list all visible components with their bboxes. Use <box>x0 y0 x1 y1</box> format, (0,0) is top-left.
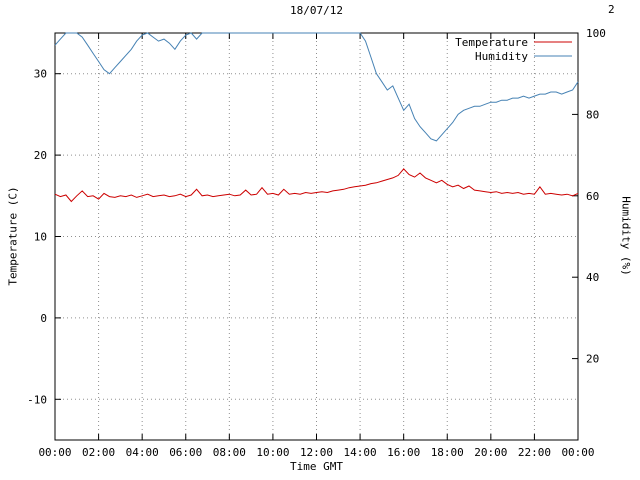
x-tick-label: 20:00 <box>474 446 507 459</box>
y-tick-label-left: 10 <box>34 231 47 244</box>
x-tick-label: 02:00 <box>82 446 115 459</box>
y-tick-label-right: 60 <box>586 190 599 203</box>
y-tick-label-left: -10 <box>27 393 47 406</box>
legend-label-humidity: Humidity <box>475 50 528 63</box>
y-tick-label-right: 40 <box>586 271 599 284</box>
x-tick-label: 16:00 <box>387 446 420 459</box>
x-tick-label: 10:00 <box>256 446 289 459</box>
y-tick-label-right: 20 <box>586 353 599 366</box>
x-tick-label: 04:00 <box>126 446 159 459</box>
y-tick-label-right: 80 <box>586 108 599 121</box>
chart-title: 18/07/12 <box>290 4 343 17</box>
y-tick-label-left: 30 <box>34 68 47 81</box>
x-tick-label: 08:00 <box>213 446 246 459</box>
x-axis-label: Time GMT <box>290 460 343 473</box>
legend-label-temperature: Temperature <box>455 36 528 49</box>
x-tick-label: 00:00 <box>561 446 594 459</box>
x-tick-label: 12:00 <box>300 446 333 459</box>
humidity-line <box>54 32 579 142</box>
x-tick-label: 06:00 <box>169 446 202 459</box>
y-tick-label-right: 100 <box>586 27 606 40</box>
x-tick-label: 18:00 <box>431 446 464 459</box>
x-tick-label: 22:00 <box>518 446 551 459</box>
x-tick-label: 14:00 <box>344 446 377 459</box>
page-indicator: 2 <box>608 3 615 16</box>
y-tick-label-left: 0 <box>40 312 47 325</box>
temperature-line <box>54 168 579 203</box>
x-tick-label: 00:00 <box>38 446 71 459</box>
y-tick-label-left: 20 <box>34 149 47 162</box>
